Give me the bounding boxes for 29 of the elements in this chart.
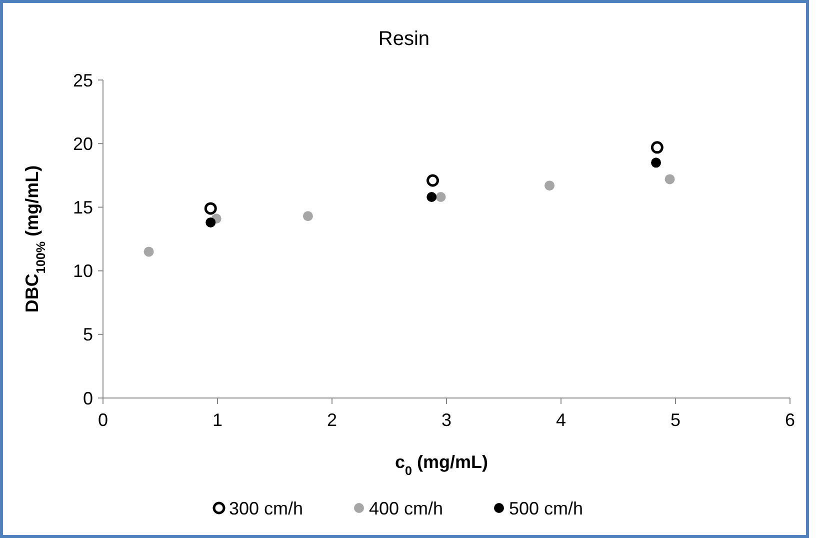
point	[204, 202, 217, 215]
y-tick-label: 20	[72, 134, 93, 154]
legend-label: 500 cm/h	[509, 498, 584, 518]
point	[544, 180, 555, 191]
point	[436, 192, 446, 202]
chart-title: Resin	[378, 28, 430, 50]
point	[426, 192, 437, 202]
y-tick-label: 25	[72, 70, 93, 90]
point	[651, 158, 662, 168]
y-tick-label: 15	[72, 198, 93, 218]
x-tick-label: 1	[212, 410, 223, 430]
y-tick-label: 5	[82, 324, 93, 345]
point	[426, 174, 440, 187]
legend-label: 400 cm/h	[369, 498, 444, 518]
x-tick-label: 2	[326, 410, 338, 430]
x-tick-label: 6	[784, 410, 796, 430]
x-tick-label: 3	[441, 410, 452, 430]
x-tick-label: 0	[98, 410, 108, 430]
point	[206, 217, 216, 228]
point	[302, 211, 313, 222]
legend-label: 300 cm/h	[229, 498, 304, 518]
y-tick-label: 10	[72, 261, 93, 282]
y-tick-label: 0	[82, 388, 93, 408]
x-tick-label: 4	[556, 410, 566, 430]
point	[144, 246, 154, 257]
x-tick-label: 5	[670, 410, 681, 430]
x-axis-title: c$_{0}$ (mg/mL)	[394, 452, 488, 478]
point	[664, 174, 675, 184]
point	[650, 141, 664, 154]
